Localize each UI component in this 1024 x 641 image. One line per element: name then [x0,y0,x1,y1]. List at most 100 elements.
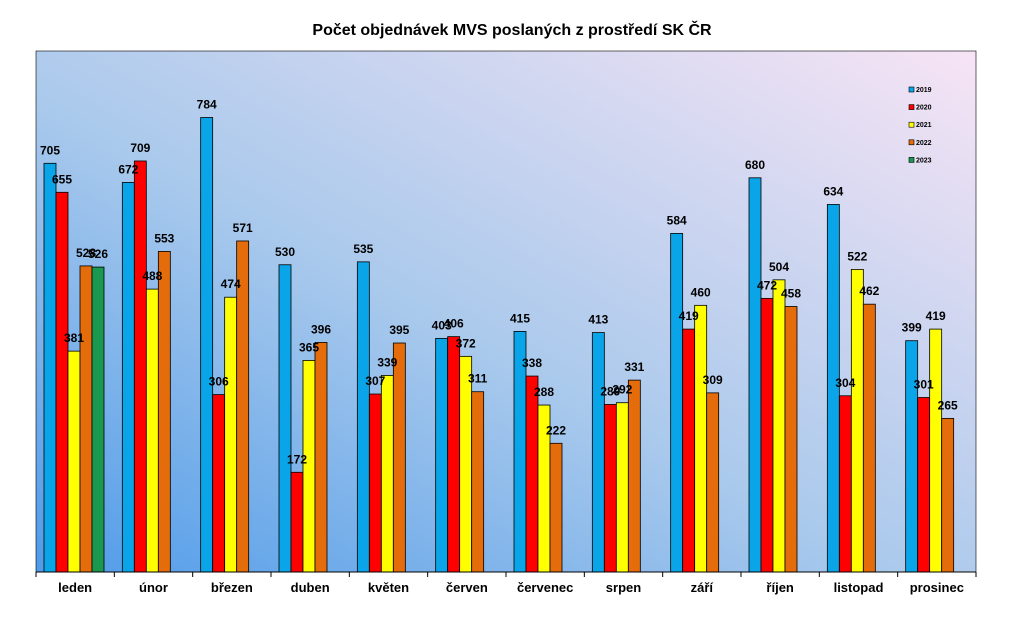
value-label-2021-leden: 381 [64,331,84,345]
value-label-2020-srpen: 289 [600,384,620,398]
bar-2020-prosinec [917,397,931,573]
bar-2019-říjen [748,177,762,573]
x-tick-label-červenec: červenec [517,580,573,595]
value-label-2019-květen: 535 [353,242,373,256]
value-label-2022-květen: 395 [389,323,409,337]
bar-2020-březen [212,394,226,573]
bar-2020-červenec [525,375,539,573]
x-tick-label-září: září [691,580,714,595]
bar-2022-duben [314,342,328,573]
bar-2020-únor [133,160,147,573]
bar-2019-březen [200,117,214,573]
value-label-2019-březen: 784 [197,98,217,112]
bar-2021-listopad [850,268,864,573]
legend-swatch-2021 [908,121,915,128]
value-label-2019-září: 584 [667,213,687,227]
bar-2022-únor [157,251,171,573]
bar-2020-srpen [603,404,617,573]
value-label-2021-duben: 365 [299,340,319,354]
value-label-2019-červenec: 415 [510,311,530,325]
x-tick-label-únor: únor [139,580,168,595]
value-label-2019-srpen: 413 [588,313,608,327]
x-tick-label-leden: leden [58,580,92,595]
bar-2019-prosinec [905,340,919,573]
value-label-2020-září: 419 [679,309,699,323]
bar-2021-květen [380,375,394,573]
value-label-2020-listopad: 304 [835,376,855,390]
bar-2020-duben [290,471,304,573]
bar-2020-září [682,328,696,573]
value-label-2019-červen: 403 [432,318,452,332]
bar-2020-listopad [838,395,852,573]
bar-2021-leden [67,350,81,573]
value-label-2021-únor: 488 [142,269,162,283]
x-tick-label-březen: březen [211,580,253,595]
bar-2019-srpen [591,332,605,573]
bar-2021-březen [224,296,238,573]
value-label-2020-říjen: 472 [757,278,777,292]
value-label-2021-prosinec: 419 [926,309,946,323]
value-label-2022-říjen: 458 [781,286,801,300]
value-label-2019-duben: 530 [275,245,295,259]
legend-swatch-2019 [908,86,915,93]
legend-swatch-2023 [908,157,915,163]
x-tick-label-listopad: listopad [834,580,884,595]
bar-2022-červen [471,391,485,573]
value-label-2019-únor: 672 [118,162,138,176]
legend-label-2021: 2021 [916,122,932,129]
bar-2019-květen [356,261,370,573]
value-label-2021-listopad: 522 [847,249,867,263]
value-label-2020-květen: 307 [365,374,385,388]
value-label-2022-srpen: 331 [624,360,644,374]
value-label-2020-červenec: 338 [522,356,542,370]
bar-2019-únor [121,182,135,573]
legend-label-2019: 2019 [916,87,932,94]
bar-2020-květen [368,393,382,573]
value-label-2022-listopad: 462 [859,284,879,298]
x-tick-label-prosinec: prosinec [910,580,964,595]
value-label-2020-prosinec: 301 [914,378,934,392]
bar-2021-říjen [772,279,786,573]
value-label-2020-březen: 306 [209,375,229,389]
value-label-2019-leden: 705 [40,143,60,157]
bar-2019-září [670,233,684,573]
legend-swatch-2022 [908,139,915,146]
value-label-2022-prosinec: 265 [938,398,958,412]
value-label-2021-březen: 474 [221,277,241,291]
bar-2021-září [694,304,708,573]
value-label-2019-prosinec: 399 [902,321,922,335]
value-label-2021-září: 460 [691,285,711,299]
value-label-2021-říjen: 504 [769,260,789,274]
bar-2022-listopad [862,303,876,573]
value-label-2023-leden: 526 [88,247,108,261]
chart-title: Počet objednávek MVS poslaných z prostře… [312,20,712,39]
value-label-2022-únor: 553 [154,231,174,245]
bar-2021-únor [145,288,159,573]
value-label-2022-červen: 311 [468,372,488,386]
x-tick-label-říjen: říjen [766,580,794,595]
legend-swatch-2020 [908,104,915,110]
plot-area [35,50,977,573]
x-tick-label-srpen: srpen [606,580,641,595]
bar-2021-srpen [615,402,629,573]
value-label-2020-únor: 709 [130,141,150,155]
value-label-2020-červen: 406 [444,317,464,331]
value-label-2022-březen: 571 [233,221,253,235]
bar-2020-říjen [760,297,774,573]
bar-2022-září [706,392,720,573]
bar-2022-leden [79,265,93,573]
value-label-2021-červen: 372 [456,336,476,350]
value-label-2022-duben: 396 [311,322,331,336]
value-label-2021-červenec: 288 [534,385,554,399]
bar-2022-srpen [627,379,641,573]
bar-2021-prosinec [929,328,943,573]
legend-label-2020: 2020 [916,105,932,112]
bar-2019-duben [278,264,292,573]
bar-2022-říjen [784,306,798,573]
bar-2023-leden [91,266,105,573]
bar-2019-červen [435,337,449,573]
x-tick-label-květen: květen [368,580,409,595]
value-label-2021-květen: 339 [377,355,397,369]
